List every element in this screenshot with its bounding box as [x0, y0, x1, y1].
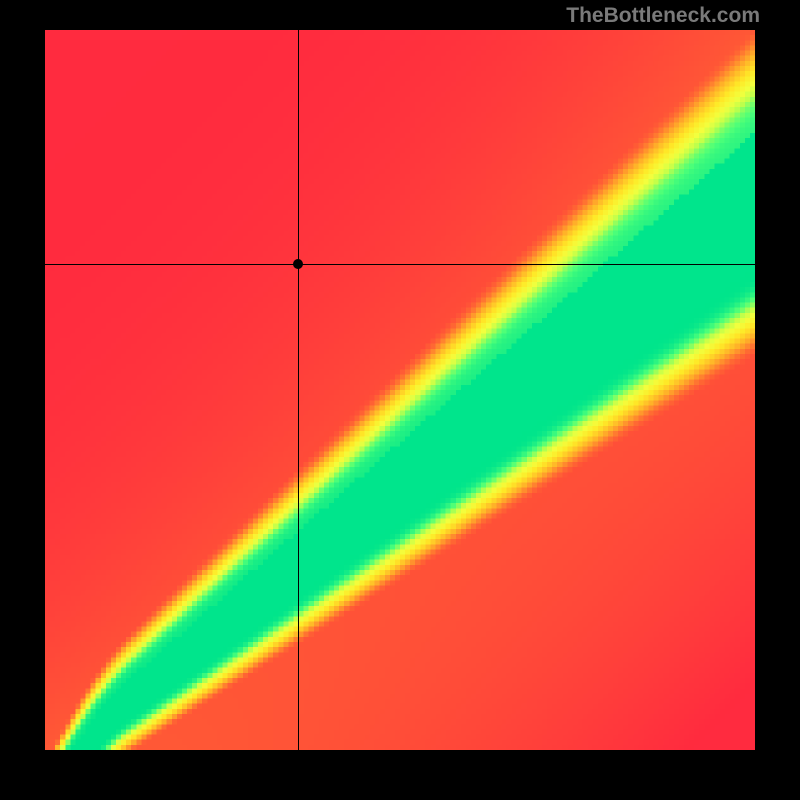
crosshair-horizontal — [45, 264, 755, 265]
crosshair-marker — [293, 259, 303, 269]
watermark-text: TheBottleneck.com — [566, 4, 760, 28]
heatmap-canvas — [45, 30, 755, 750]
heatmap-plot — [45, 30, 755, 750]
crosshair-vertical — [298, 30, 299, 750]
